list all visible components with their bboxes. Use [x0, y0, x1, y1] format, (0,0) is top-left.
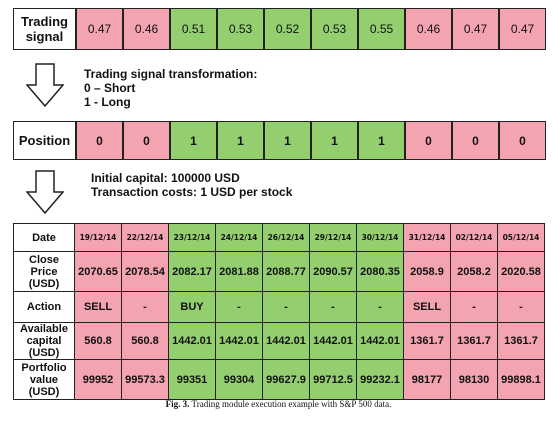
signal-cell: 0.47 [452, 8, 499, 50]
date-row: Date 19/12/14 22/12/14 23/12/14 24/12/14 26/… [13, 223, 545, 252]
date-cell: 30/12/14 [356, 223, 404, 252]
position-cell: 0 [452, 121, 499, 160]
portfolio-cell: 99573.3 [121, 359, 169, 400]
capital-cell: 560.8 [121, 322, 169, 360]
signal-cell: 0.47 [76, 8, 123, 50]
capital-cell: 1361.7 [403, 322, 451, 360]
portfolio-cell: 99304 [215, 359, 263, 400]
close-price-cell: 2090.57 [309, 251, 357, 292]
close-price-cell: 2088.77 [262, 251, 310, 292]
date-cell: 22/12/14 [121, 223, 169, 252]
action-cell: BUY [168, 291, 216, 323]
figure-caption: Fig. 3. Trading module execution example… [165, 399, 392, 409]
capital-cell: 1442.01 [168, 322, 216, 360]
position-cell: 0 [123, 121, 170, 160]
close-price-cell: 2078.54 [121, 251, 169, 292]
signal-cell: 0.55 [358, 8, 405, 50]
position-cell: 0 [405, 121, 452, 160]
execution-table: Date 19/12/14 22/12/14 23/12/14 24/12/14 26/… [13, 223, 545, 400]
close-price-cell: 2020.58 [497, 251, 545, 292]
action-cell: - [262, 291, 310, 323]
action-cell: - [497, 291, 545, 323]
capital-cell: 1442.01 [215, 322, 263, 360]
capital-cell: 1442.01 [309, 322, 357, 360]
capital-cell: 1361.7 [497, 322, 545, 360]
position-cell: 1 [311, 121, 358, 160]
close-price-cell: 2082.17 [168, 251, 216, 292]
date-cell: 05/12/14 [497, 223, 545, 252]
action-label: Action [13, 291, 75, 323]
signal-cell: 0.51 [170, 8, 217, 50]
close-price-cell: 2058.2 [450, 251, 498, 292]
down-arrow-icon [26, 63, 64, 107]
date-cell: 23/12/14 [168, 223, 216, 252]
signal-cell: 0.47 [499, 8, 546, 50]
trading-signal-row: Trading signal 0.47 0.46 0.51 0.53 0.52 0.53 0… [13, 8, 546, 50]
portfolio-cell: 99351 [168, 359, 216, 400]
capital-cell: 1442.01 [262, 322, 310, 360]
signal-cell: 0.46 [123, 8, 170, 50]
date-cell: 29/12/14 [309, 223, 357, 252]
signal-cell: 0.52 [264, 8, 311, 50]
down-arrow-icon [26, 170, 64, 214]
date-cell: 02/12/14 [450, 223, 498, 252]
portfolio-cell: 99627.9 [262, 359, 310, 400]
portfolio-cell: 98177 [403, 359, 451, 400]
action-cell: - [309, 291, 357, 323]
trading-signal-label: Trading signal [13, 8, 76, 50]
signal-cell: 0.53 [311, 8, 358, 50]
portfolio-label: Portfolio value (USD) [13, 359, 75, 400]
capital-label: Available capital (USD) [13, 322, 75, 360]
capital-note: Initial capital: 100000 USD Transaction … [91, 171, 293, 199]
action-cell: SELL [403, 291, 451, 323]
position-label: Position [13, 121, 76, 160]
portfolio-cell: 98130 [450, 359, 498, 400]
capital-cell: 560.8 [74, 322, 122, 360]
date-label: Date [13, 223, 75, 252]
action-cell: - [356, 291, 404, 323]
capital-cell: 1361.7 [450, 322, 498, 360]
action-cell: SELL [74, 291, 122, 323]
action-row: Action SELL - BUY - - - - SELL - - [13, 291, 545, 323]
position-cell: 1 [358, 121, 405, 160]
portfolio-cell: 99952 [74, 359, 122, 400]
close-price-row: Close Price (USD) 2070.65 2078.54 2082.17 2… [13, 251, 545, 292]
signal-cell: 0.53 [217, 8, 264, 50]
action-cell: - [121, 291, 169, 323]
date-cell: 24/12/14 [215, 223, 263, 252]
position-cell: 1 [264, 121, 311, 160]
date-cell: 31/12/14 [403, 223, 451, 252]
close-price-cell: 2080.35 [356, 251, 404, 292]
signal-transformation-note: Trading signal transformation: 0 – Short… [84, 67, 258, 109]
date-cell: 19/12/14 [74, 223, 122, 252]
portfolio-cell: 99712.5 [309, 359, 357, 400]
position-cell: 0 [76, 121, 123, 160]
close-price-label: Close Price (USD) [13, 251, 75, 292]
position-cell: 1 [217, 121, 264, 160]
position-cell: 1 [170, 121, 217, 160]
capital-row: Available capital (USD) 560.8 560.8 1442.0… [13, 322, 545, 360]
signal-cell: 0.46 [405, 8, 452, 50]
close-price-cell: 2058.9 [403, 251, 451, 292]
date-cell: 26/12/14 [262, 223, 310, 252]
capital-cell: 1442.01 [356, 322, 404, 360]
action-cell: - [450, 291, 498, 323]
position-cell: 0 [499, 121, 546, 160]
action-cell: - [215, 291, 263, 323]
close-price-cell: 2081.88 [215, 251, 263, 292]
portfolio-row: Portfolio value (USD) 99952 99573.3 99351 9… [13, 359, 545, 400]
portfolio-cell: 99232.1 [356, 359, 404, 400]
close-price-cell: 2070.65 [74, 251, 122, 292]
portfolio-cell: 99898.1 [497, 359, 545, 400]
